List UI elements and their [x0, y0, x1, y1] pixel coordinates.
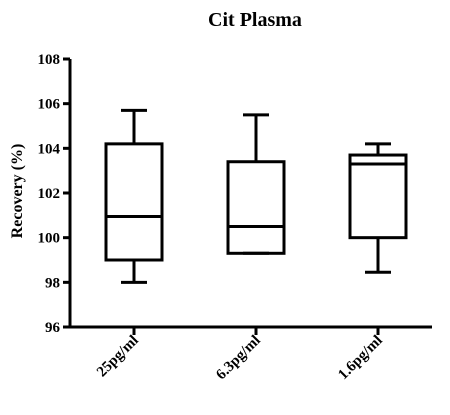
y-tick-label: 102: [38, 186, 61, 202]
box-2: [226, 113, 286, 255]
axes: [68, 59, 432, 329]
y-tick-label: 100: [38, 231, 61, 247]
y-tick-label: 106: [38, 97, 61, 113]
y-ticks: 96 98 100 102 104 106 108: [38, 52, 70, 336]
iqr-box: [348, 153, 408, 240]
boxes: [104, 108, 408, 284]
iqr-box: [104, 142, 164, 262]
y-axis-label: Recovery (%): [9, 144, 26, 239]
box-3: [348, 142, 408, 274]
chart-title: Cit Plasma: [208, 9, 302, 31]
iqr-box: [226, 160, 286, 255]
y-tick-label: 96: [45, 320, 61, 336]
box-1: [104, 108, 164, 284]
x-tick-label: 6.3pg/ml: [213, 333, 264, 384]
x-tick-label: 1.6pg/ml: [335, 333, 386, 384]
x-tick-label: 25pg/ml: [94, 333, 142, 381]
y-tick-label: 104: [38, 141, 61, 157]
y-tick-label: 98: [45, 275, 60, 291]
x-ticks: 25pg/ml 6.3pg/ml 1.6pg/ml: [94, 327, 386, 383]
y-tick-label: 108: [38, 52, 61, 68]
